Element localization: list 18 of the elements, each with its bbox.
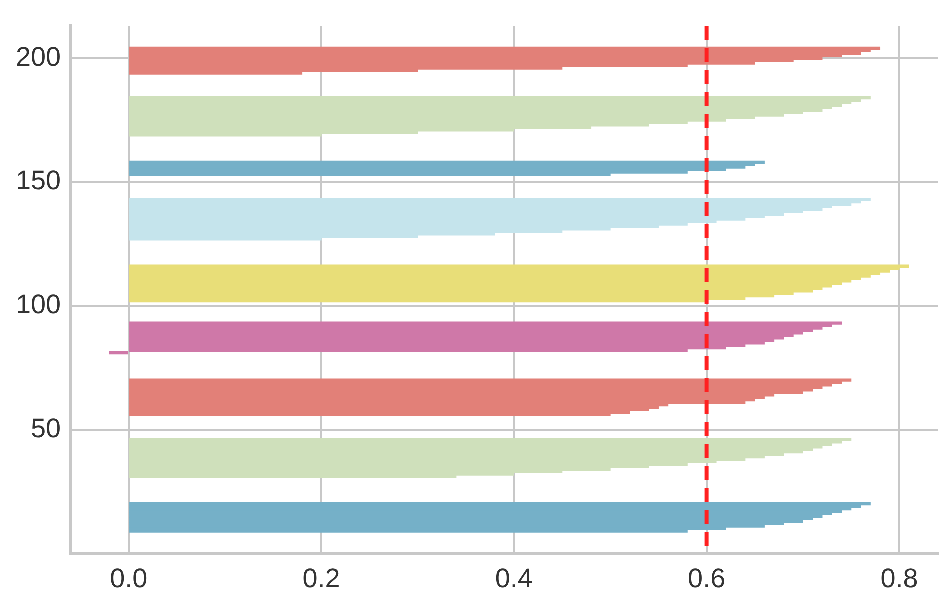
y-tick-label: 50: [31, 413, 62, 444]
y-tick-label: 100: [16, 289, 62, 320]
x-tick-label: 0.0: [110, 563, 148, 594]
bar: [130, 160, 765, 164]
bar: [130, 322, 842, 325]
y-tick-label: 150: [16, 166, 62, 196]
bar: [130, 264, 910, 268]
x-tick-label: 0.4: [495, 563, 533, 594]
x-tick-label: 0.2: [302, 563, 340, 594]
bar: [130, 96, 871, 100]
bar: [130, 438, 852, 442]
x-tick-label: 0.8: [880, 563, 918, 594]
bar: [130, 46, 881, 50]
bar: [130, 502, 871, 506]
bar: [130, 198, 871, 202]
y-tick-label: 200: [16, 42, 62, 72]
x-tick-label: 0.6: [688, 563, 726, 594]
bar: [130, 378, 852, 382]
